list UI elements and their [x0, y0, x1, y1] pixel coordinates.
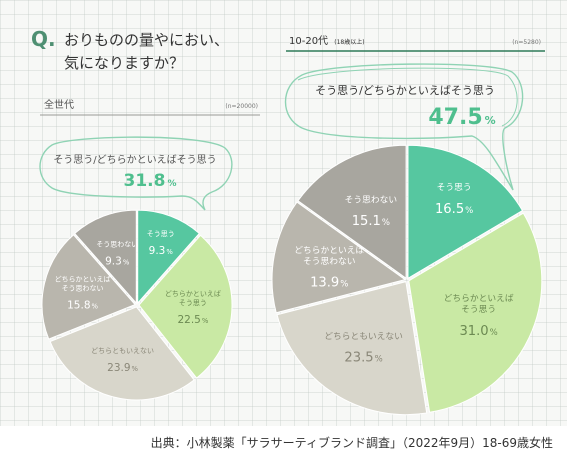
slice-value-label: 13.9% — [310, 276, 348, 291]
question-line-1: おりものの量やにおい、 — [64, 31, 229, 49]
right-bubble-label: そう思う/どちらかといえばそう思う — [315, 84, 495, 97]
right-highlight-bubble: そう思う/どちらかといえばそう思う 47.5% — [285, 63, 524, 191]
slice-value-label: 31.0% — [459, 324, 497, 339]
pie-slice — [297, 144, 407, 280]
slice-value-label: 16.5% — [435, 202, 473, 217]
pie-slice — [407, 144, 524, 280]
slice-category-label: どちらかといえば — [55, 275, 111, 284]
right-chart-title: 10-20代 — [289, 35, 328, 47]
pie-slice — [74, 209, 137, 305]
right-n-label: (n=5280) — [512, 39, 541, 46]
left-highlight-bubble: そう思う/どちらかといえばそう思う 31.8% — [39, 136, 233, 211]
left-bubble-unit: % — [167, 179, 176, 189]
left-pie-chart: そう思う9.3%どちらかといえばそう思う22.5%どちらともいえない23.9%ど… — [41, 209, 233, 401]
slice-value-label: 15.8% — [67, 300, 98, 312]
right-chart-heading: 10-20代 (18歳以上) — [289, 35, 365, 47]
pie-slice — [41, 234, 136, 340]
slice-category-label: そう思う — [179, 299, 207, 307]
q-mark: Q. — [31, 27, 56, 51]
left-n-label: (n=20000) — [225, 103, 258, 110]
pie-slice — [408, 212, 543, 413]
slice-category-label: そう思わない — [345, 194, 398, 205]
slice-category-label: どちらかといえば — [444, 293, 514, 304]
svg-text:47.5%: 47.5% — [428, 105, 495, 130]
slice-value-label: 23.5% — [344, 351, 382, 366]
pie-slice — [276, 281, 428, 416]
pie-slice — [271, 201, 407, 314]
slice-category-label: そう思う — [461, 304, 496, 315]
svg-text:31.8%: 31.8% — [124, 171, 177, 191]
slice-category-label: そう思わない — [303, 256, 356, 267]
slice-value-label: 9.3% — [105, 256, 130, 268]
slice-category-label: どちらともいえない — [324, 331, 403, 342]
slice-category-label: そう思わない — [96, 240, 138, 248]
pie-slice — [49, 306, 195, 401]
slice-value-label: 15.1% — [352, 214, 390, 229]
right-pie-chart: そう思う16.5%どちらかといえばそう思う31.0%どちらともいえない23.5%… — [271, 144, 543, 416]
right-bubble-unit: % — [485, 114, 496, 127]
slice-category-label: どちらともいえない — [91, 347, 154, 355]
slice-value-label: 23.9% — [107, 362, 138, 374]
slice-value-label: 22.5% — [177, 314, 208, 326]
left-bubble-value: 31.8 — [124, 171, 166, 191]
right-title-note: (18歳以上) — [334, 38, 364, 46]
right-bubble-value: 47.5 — [428, 105, 482, 130]
pie-slice — [137, 209, 200, 305]
slice-category-label: どちらかといえば — [165, 289, 221, 298]
slice-category-label: どちらかといえば — [294, 245, 364, 256]
pie-slice — [138, 234, 233, 379]
slice-value-label: 9.3% — [149, 245, 174, 257]
source-note: 出典：小林製薬「サラサーティブランド調査」（2022年9月）18-69歳女性 — [150, 436, 553, 450]
question-line-2: 気になりますか？ — [64, 54, 184, 72]
slice-category-label: そう思う — [437, 182, 472, 193]
slice-category-label: そう思わない — [62, 284, 104, 292]
left-chart-title: 全世代 — [44, 98, 74, 111]
left-bubble-label: そう思う/どちらかといえばそう思う — [53, 154, 216, 166]
slice-category-label: そう思う — [147, 230, 175, 238]
